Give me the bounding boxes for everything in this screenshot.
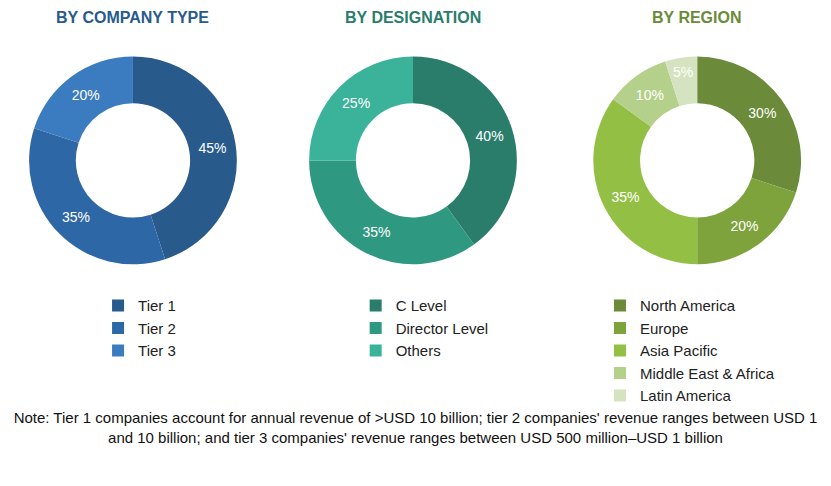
- svg-text:20%: 20%: [731, 218, 759, 234]
- svg-text:35%: 35%: [611, 189, 639, 205]
- svg-text:Europe: Europe: [640, 320, 688, 337]
- svg-text:BY DESIGNATION: BY DESIGNATION: [345, 9, 481, 26]
- svg-text:Tier 2: Tier 2: [138, 320, 176, 337]
- svg-text:5%: 5%: [673, 64, 693, 80]
- svg-text:Others: Others: [396, 342, 441, 359]
- svg-text:25%: 25%: [342, 95, 370, 111]
- svg-text:Tier 3: Tier 3: [138, 342, 176, 359]
- svg-text:Tier 1: Tier 1: [138, 297, 176, 314]
- svg-text:10%: 10%: [636, 87, 664, 103]
- svg-text:Asia Pacific: Asia Pacific: [640, 342, 718, 359]
- svg-text:North America: North America: [640, 297, 736, 314]
- svg-text:BY REGION: BY REGION: [652, 9, 742, 26]
- svg-text:45%: 45%: [198, 140, 226, 156]
- svg-text:30%: 30%: [748, 105, 776, 121]
- svg-text:35%: 35%: [62, 209, 90, 225]
- html-text:Note: Tier 1 companies account: Note: Tier 1 companies account for annua…: [13, 409, 818, 446]
- svg-text:BY COMPANY TYPE: BY COMPANY TYPE: [56, 9, 209, 26]
- svg-text:C Level: C Level: [396, 297, 447, 314]
- svg-text:35%: 35%: [362, 224, 390, 240]
- svg-text:20%: 20%: [72, 87, 100, 103]
- svg-text:40%: 40%: [476, 128, 504, 144]
- svg-text:Latin America: Latin America: [640, 387, 732, 404]
- svg-text:Middle East & Africa: Middle East & Africa: [640, 365, 775, 382]
- svg-text:Director Level: Director Level: [396, 320, 489, 337]
